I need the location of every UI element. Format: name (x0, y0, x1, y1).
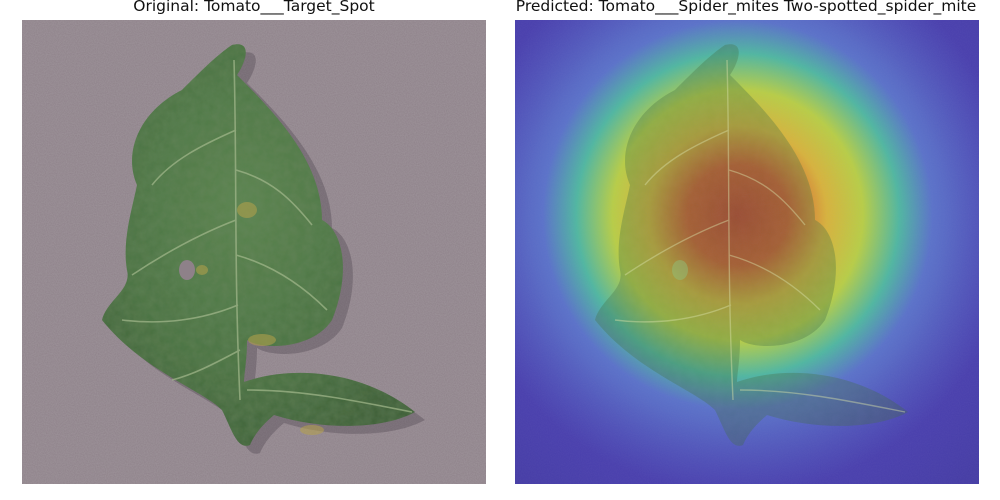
predicted-title: Predicted: Tomato___Spider_mites Two-spo… (515, 0, 977, 15)
original-leaf-image (22, 20, 486, 484)
predicted-heatmap-image (515, 20, 979, 484)
original-title: Original: Tomato___Target_Spot (133, 0, 375, 15)
